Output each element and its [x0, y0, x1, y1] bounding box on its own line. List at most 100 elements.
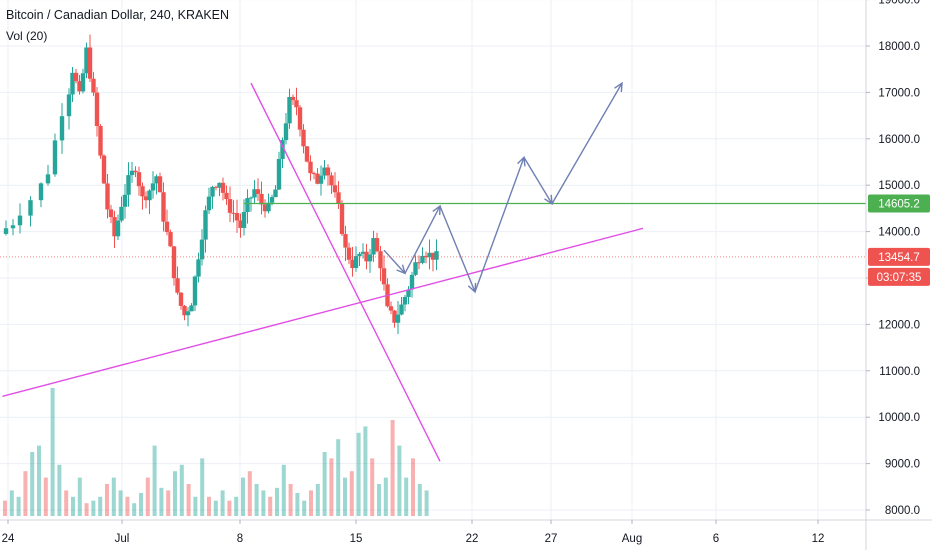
bar-countdown-tag-bg	[868, 267, 930, 286]
candle-body	[434, 251, 439, 260]
candle-body	[255, 189, 261, 194]
volume-indicator-label[interactable]: Vol (20)	[6, 29, 48, 43]
candle-body	[378, 251, 383, 269]
current-price-tag-bg	[868, 247, 930, 266]
volume-bar	[349, 471, 354, 516]
candle-body	[343, 234, 348, 248]
candle-body	[406, 289, 411, 297]
current-price-tag: 13454.7	[878, 252, 920, 264]
volume-bar	[288, 484, 293, 516]
volume-bar	[64, 490, 69, 516]
candle-body	[77, 81, 82, 92]
candle-body	[409, 274, 415, 290]
candle-body	[371, 238, 376, 255]
candle-body	[84, 47, 89, 74]
candle-body	[336, 192, 341, 204]
candle-body	[66, 94, 72, 117]
candle-body	[178, 292, 184, 306]
volume-bar	[132, 503, 137, 516]
candle-body	[185, 311, 191, 316]
volume-bar	[370, 458, 375, 516]
volume-bar	[383, 477, 388, 516]
candle-body	[98, 126, 103, 156]
arrow-head	[614, 81, 623, 93]
candle-body	[427, 252, 432, 258]
volume-bar	[173, 471, 177, 516]
candle-body	[10, 225, 16, 229]
volume-bar	[261, 490, 266, 516]
time-tick-label: 8	[237, 533, 243, 545]
candle-body	[129, 170, 135, 176]
time-tick-label: 22	[466, 533, 479, 545]
candle-body	[395, 314, 401, 323]
candle-body	[329, 175, 334, 186]
candle-body	[147, 190, 152, 201]
price-axis[interactable]: 8000.09000.010000.011000.012000.013000.0…	[865, 0, 920, 550]
candle-body	[224, 192, 229, 200]
candle-body	[161, 192, 166, 222]
volume-bar	[302, 500, 307, 516]
candle-body	[112, 217, 117, 237]
volume-bar	[9, 490, 14, 516]
projection-segment	[523, 156, 553, 205]
volume-bar	[390, 420, 395, 516]
candle-body	[122, 194, 128, 207]
volume-bar	[50, 388, 55, 516]
volume-bar	[275, 487, 279, 516]
time-tick-label: 12	[812, 533, 825, 545]
symbol-title[interactable]: Bitcoin / Canadian Dollar, 240, KRAKEN	[6, 8, 230, 22]
time-tick-label: Jul	[115, 533, 130, 545]
volume-bar	[329, 458, 334, 516]
candle-body	[115, 220, 121, 237]
candle-body	[392, 310, 397, 323]
volume-bar	[105, 484, 109, 516]
candle-body	[297, 107, 303, 130]
volume-bar	[397, 445, 402, 516]
candle-body	[105, 183, 110, 210]
time-tick-label: 6	[713, 533, 719, 545]
volume-bar	[411, 458, 415, 516]
candle-body	[91, 78, 96, 93]
candle-body	[269, 197, 275, 203]
candle-body	[420, 255, 425, 263]
projection-segment	[474, 157, 525, 293]
candle-body	[388, 306, 394, 311]
trendline	[250, 82, 441, 462]
candle-body	[140, 186, 145, 197]
volume-bar	[322, 452, 327, 516]
volume-bar	[213, 500, 218, 516]
volume-bar	[234, 496, 239, 516]
candle-body	[136, 172, 142, 187]
candle-body	[416, 262, 422, 264]
volume-bar	[404, 477, 409, 516]
resistance-price-tag-bg	[868, 194, 930, 213]
projection-segment	[439, 205, 476, 293]
candle-body	[430, 252, 436, 260]
projection-segment	[383, 249, 406, 274]
candle-body	[413, 262, 418, 275]
projection-segment	[404, 205, 441, 274]
volume-bar	[309, 490, 313, 516]
candle-body	[119, 206, 124, 221]
candle-body	[402, 296, 408, 305]
price-tick-label: 10000.0	[878, 412, 920, 424]
candle-body	[133, 170, 138, 173]
candle-body	[213, 186, 219, 188]
volume-bar	[207, 496, 211, 516]
volume-bar	[336, 439, 341, 516]
candle-body	[199, 239, 205, 260]
time-axis[interactable]: 24 Jul 8 15 22 27 Aug 6 12	[0, 519, 932, 545]
candle-body	[360, 251, 366, 254]
candle-body	[220, 182, 226, 193]
candle-body	[399, 304, 404, 315]
candle-body	[196, 259, 201, 277]
candle-body	[311, 173, 317, 175]
volume-bar	[254, 484, 259, 516]
bar-countdown-tag: 03:07:35	[877, 272, 922, 284]
candle-body	[287, 96, 292, 124]
candle-body	[381, 268, 387, 285]
volume-bar	[424, 490, 429, 516]
projection-segment	[551, 82, 623, 205]
volume-bar	[377, 484, 381, 516]
